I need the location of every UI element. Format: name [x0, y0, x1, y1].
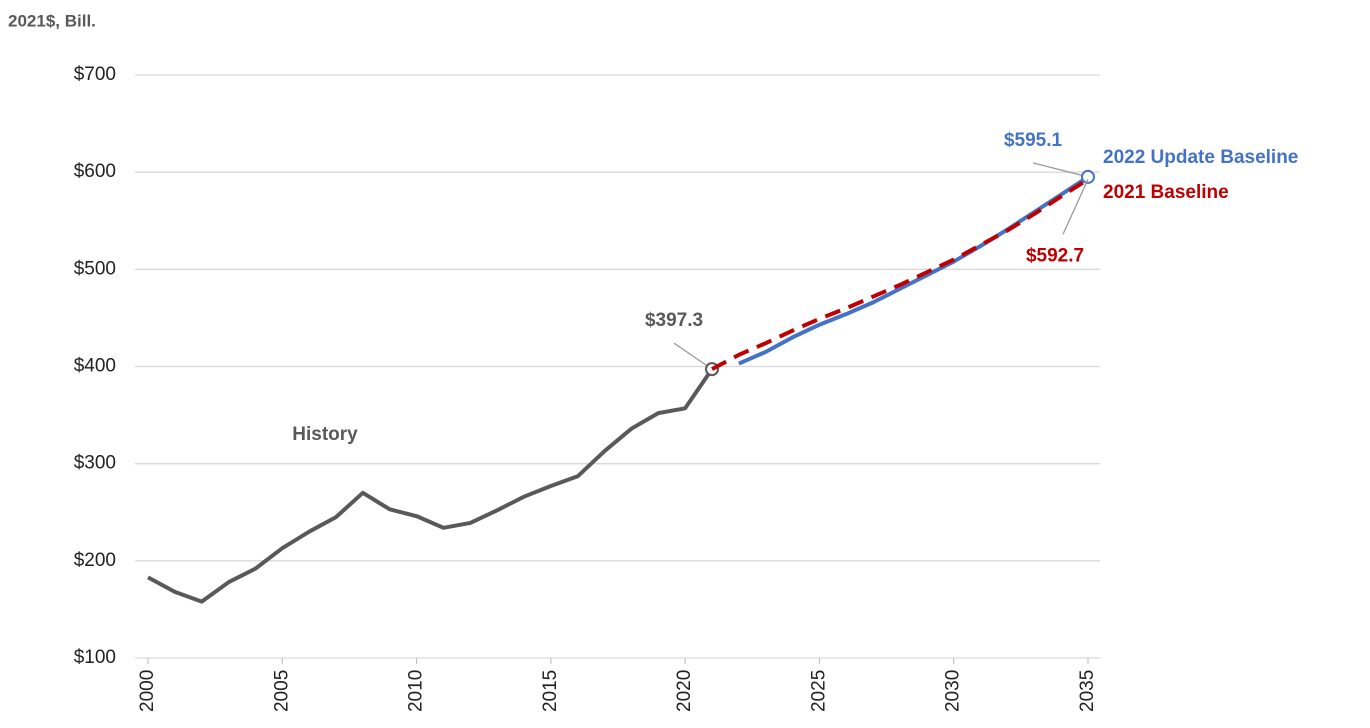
- leader-line: [673, 342, 713, 370]
- series-name: 2021 Baseline: [1103, 182, 1229, 203]
- x-tick-label: 2030: [943, 670, 964, 712]
- y-axis-label: 2021$, Bill.: [8, 11, 96, 30]
- x-tick-label: 2015: [540, 670, 561, 712]
- y-tick-label: $400: [74, 356, 116, 377]
- y-tick-label: $500: [74, 258, 116, 279]
- series-line: [711, 177, 1090, 371]
- data-label: $397.3: [645, 310, 703, 331]
- x-tick-label: 2020: [674, 670, 695, 712]
- x-tick-label: 2000: [137, 670, 158, 712]
- series-name: History: [292, 424, 358, 445]
- x-tick-label: 2035: [1077, 670, 1098, 712]
- y-tick-label: $100: [74, 647, 116, 668]
- data-label: $592.7: [1026, 245, 1084, 266]
- y-tick-label: $600: [74, 161, 116, 182]
- y-tick-label: $700: [74, 64, 116, 85]
- leader-line: [1062, 178, 1089, 235]
- series-line: [738, 175, 1090, 366]
- point-marker: [1081, 169, 1095, 184]
- y-tick-label: $300: [74, 453, 116, 474]
- x-tick-label: 2010: [406, 670, 427, 712]
- x-tick-label: 2025: [808, 670, 829, 712]
- series-line: [147, 367, 714, 604]
- y-tick-label: $200: [74, 550, 116, 571]
- leader-line: [1032, 162, 1089, 178]
- series-name: 2022 Update Baseline: [1103, 147, 1298, 168]
- data-label: $595.1: [1004, 130, 1063, 151]
- x-tick-label: 2005: [271, 670, 292, 712]
